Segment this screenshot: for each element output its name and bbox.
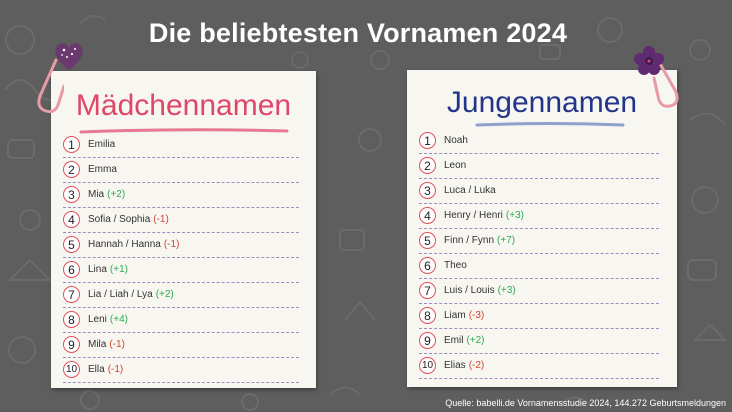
list-item: 2 Emma	[63, 157, 299, 183]
name-label: Emil	[444, 335, 464, 346]
rank-badge: 2	[63, 161, 80, 178]
rank-change: (+1)	[109, 264, 128, 275]
rank-change: (+7)	[497, 235, 516, 246]
rank-change: (-2)	[468, 360, 485, 371]
paperclip-icon	[652, 58, 679, 108]
name-label: Lia / Liah / Lya	[88, 289, 153, 300]
name-label: Theo	[444, 260, 467, 271]
rank-badge: 10	[63, 361, 80, 378]
rank-change: (-3)	[468, 310, 485, 321]
name-label: Luca / Luka	[444, 185, 496, 196]
list-item: 6 Theo	[419, 253, 659, 279]
name-label: Hannah / Hanna	[88, 239, 161, 250]
rank-badge: 5	[63, 236, 80, 253]
name-label: Lina	[88, 264, 107, 275]
name-label: Finn / Fynn	[444, 235, 495, 246]
boys-heading-underline	[475, 122, 625, 127]
list-item: 8 Liam (-3)	[419, 303, 659, 329]
rank-badge: 7	[63, 286, 80, 303]
girls-heading: Mädchennamen	[75, 89, 292, 122]
name-label: Emilia	[88, 139, 116, 150]
rank-change: (-1)	[163, 239, 180, 250]
rank-badge: 1	[419, 132, 436, 149]
rank-badge: 1	[63, 136, 80, 153]
list-item: 9 Emil (+2)	[419, 328, 659, 354]
page-title: Die beliebtesten Vornamen 2024	[148, 18, 568, 48]
name-label: Sofia / Sophia	[88, 214, 151, 225]
rank-change: (+4)	[109, 314, 128, 325]
rank-change: (-1)	[107, 364, 124, 375]
list-item: 10 Elias (-2)	[419, 353, 659, 379]
flower-sticker-icon	[634, 46, 664, 75]
rank-badge: 9	[63, 336, 80, 353]
list-item: 6 Lina (+1)	[63, 257, 299, 283]
rank-change: (-1)	[153, 214, 169, 225]
name-label: Elias	[444, 360, 466, 371]
rank-badge: 3	[63, 186, 80, 203]
rank-change: (+2)	[466, 335, 485, 346]
rank-badge: 5	[419, 232, 436, 249]
rank-badge: 4	[63, 211, 80, 228]
name-label: Ella	[88, 364, 105, 375]
rank-badge: 3	[419, 182, 436, 199]
rank-change: (+2)	[155, 289, 174, 300]
name-label: Henry / Henri	[444, 210, 503, 221]
name-label: Luis / Louis	[444, 285, 495, 296]
boys-names-card: Jungennamen 1 Noah 2 Leon 3 Luca / Luka 4 Henry…	[407, 70, 677, 387]
rank-change: (+3)	[505, 210, 524, 221]
list-item: 10 Ella (-1)	[63, 357, 299, 383]
rank-badge: 4	[419, 207, 436, 224]
list-item: 5 Hannah / Hanna (-1)	[63, 232, 299, 258]
list-item: 7 Luis / Louis (+3)	[419, 278, 659, 304]
list-item: 1 Emilia	[63, 132, 299, 158]
rank-badge: 6	[419, 257, 436, 274]
rank-badge: 7	[419, 282, 436, 299]
paperclip-icon	[37, 58, 64, 114]
name-label: Leon	[444, 160, 467, 171]
list-item: 5 Finn / Fynn (+7)	[419, 228, 659, 254]
rank-change: (-1)	[109, 339, 125, 350]
list-item: 3 Mia (+2)	[63, 182, 299, 208]
source-caption: Quelle: babelli.de Vornamensstudie 2024,…	[445, 398, 726, 408]
name-label: Mila	[88, 339, 107, 350]
rank-badge: 8	[419, 307, 436, 324]
rank-badge: 2	[419, 157, 436, 174]
girls-heading-underline	[79, 128, 289, 134]
rank-badge: 6	[63, 261, 80, 278]
list-item: 9 Mila (-1)	[63, 332, 299, 358]
list-item: 8 Leni (+4)	[63, 307, 299, 333]
name-label: Liam	[444, 310, 466, 321]
list-item: 4 Sofia / Sophia (-1)	[63, 207, 299, 233]
boys-heading: Jungennamen	[446, 86, 638, 119]
rank-badge: 8	[63, 311, 80, 328]
list-item: 3 Luca / Luka	[419, 178, 659, 204]
name-label: Noah	[444, 135, 468, 146]
girls-names-card: Mädchennamen 1 Emilia 2 Emma 3 Mia (+2) 4 Sofia …	[51, 71, 316, 388]
list-item: 2 Leon	[419, 153, 659, 179]
rank-change: (+3)	[497, 285, 516, 296]
name-label: Emma	[88, 164, 117, 175]
rank-change: (+2)	[107, 189, 126, 200]
rank-badge: 10	[419, 357, 436, 374]
list-item: 1 Noah	[419, 128, 659, 154]
list-item: 7 Lia / Liah / Lya (+2)	[63, 282, 299, 308]
name-label: Mia	[88, 189, 105, 200]
name-label: Leni	[88, 314, 107, 325]
heart-sticker-icon	[55, 43, 83, 70]
rank-badge: 9	[419, 332, 436, 349]
list-item: 4 Henry / Henri (+3)	[419, 203, 659, 229]
